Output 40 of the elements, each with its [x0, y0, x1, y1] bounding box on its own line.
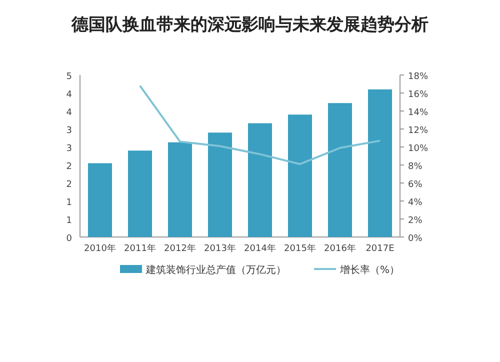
y2-tick-label: 4%: [408, 198, 423, 208]
legend-label: 增长率（%）: [339, 264, 400, 276]
legend-label: 建筑装饰行业总产值（万亿元）: [145, 264, 286, 276]
y-tick-label: 1: [66, 198, 72, 208]
x-tick-label: 2017E: [366, 244, 395, 254]
y-tick-label: 4: [66, 108, 72, 118]
y-tick-label: 3: [66, 126, 72, 136]
y-tick-label: 2: [66, 162, 72, 172]
y-tick-label: 3: [66, 144, 72, 154]
y-tick-label: 5: [66, 72, 72, 82]
y-tick-label: 4: [66, 90, 72, 100]
bar: [128, 150, 152, 237]
y2-tick-label: 10%: [408, 144, 428, 154]
bar: [168, 142, 192, 237]
line-series: [139, 84, 381, 166]
bar: [328, 103, 352, 237]
y2-tick-label: 0%: [408, 234, 423, 244]
y2-tick-label: 16%: [408, 90, 428, 100]
x-tick-label: 2010年: [84, 243, 116, 254]
bar: [248, 123, 272, 237]
y2-tick-label: 12%: [408, 126, 428, 136]
bar: [88, 163, 112, 237]
x-tick-label: 2014年: [244, 243, 276, 254]
x-tick-label: 2016年: [324, 243, 356, 254]
bar: [208, 132, 232, 237]
y2-tick-label: 6%: [408, 180, 423, 190]
x-tick-label: 2013年: [204, 243, 236, 254]
y-tick-label: 2: [66, 180, 72, 190]
x-tick-label: 2011年: [124, 243, 156, 254]
y2-tick-label: 8%: [408, 162, 423, 172]
x-tick-label: 2015年: [284, 243, 316, 254]
bar: [368, 89, 392, 237]
y2-tick-label: 14%: [408, 108, 428, 118]
x-tick-label: 2012年: [164, 243, 196, 254]
y-tick-label: 0: [66, 234, 72, 244]
y-tick-label: 1: [66, 216, 72, 226]
y2-tick-label: 18%: [408, 72, 428, 82]
y2-tick-label: 2%: [408, 216, 423, 226]
bar: [288, 114, 312, 237]
chart-title: 德国队换血带来的深远影响与未来发展趋势分析: [70, 15, 428, 35]
